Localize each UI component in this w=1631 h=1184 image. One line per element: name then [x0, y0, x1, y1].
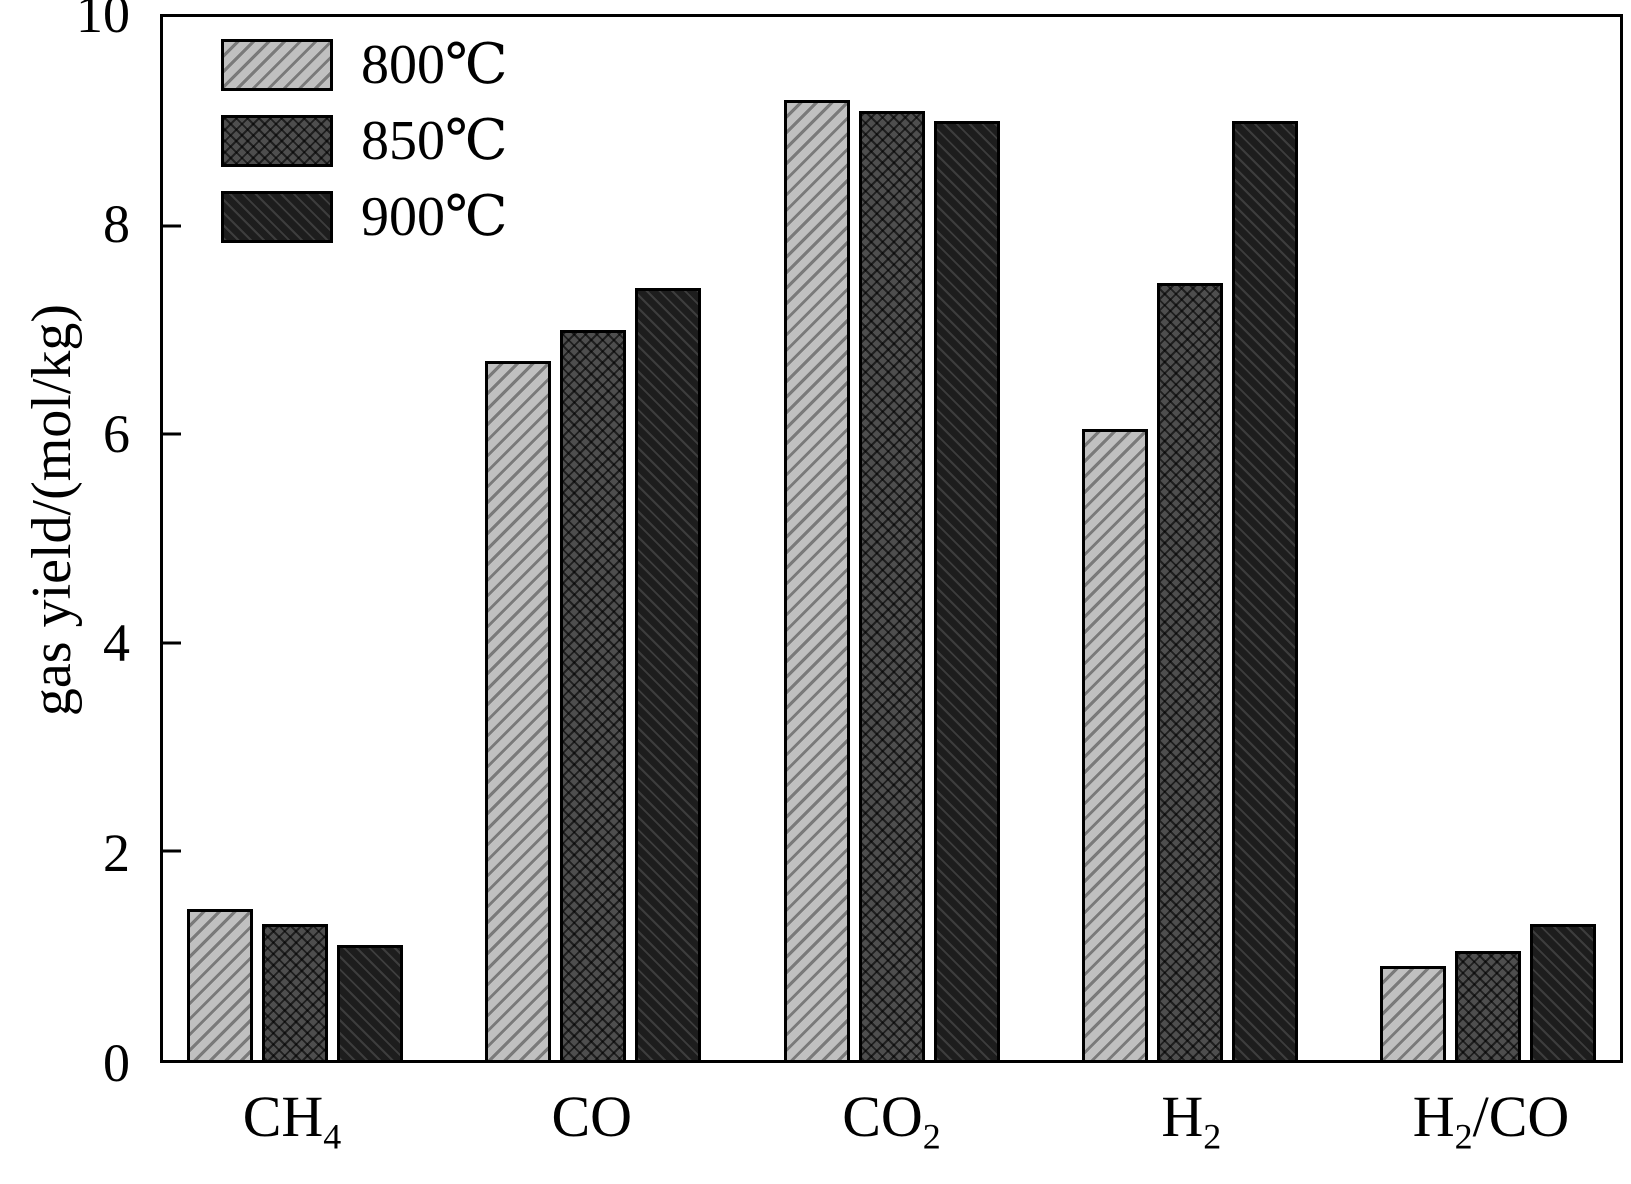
x-label-subscript: 4 [323, 1116, 342, 1157]
legend-swatch-1 [221, 115, 333, 167]
x-label-text: H [1161, 1084, 1204, 1149]
y-tick-label-0: 0 [103, 1033, 130, 1093]
bar-co-series1 [560, 329, 627, 1060]
x-label-text: H [1412, 1084, 1455, 1149]
y-tick-label-8: 8 [103, 193, 130, 254]
legend-label-2: 900℃ [361, 186, 508, 248]
bar-h2-series1 [1156, 282, 1223, 1060]
legend-item-1: 850℃ [221, 113, 508, 169]
legend-swatch-2 [221, 191, 333, 243]
x-label-h2: H2 [1083, 1076, 1299, 1176]
x-label-co2: CO2 [784, 1076, 1000, 1176]
bar-ch4-series2 [337, 945, 403, 1060]
legend: 800℃ 850℃ 900℃ [221, 37, 508, 245]
legend-item-2: 900℃ [221, 189, 508, 245]
x-label-subscript: 2 [1203, 1116, 1222, 1157]
y-tick-label-10: 10 [76, 0, 130, 44]
x-label-subscript: 2 [922, 1116, 941, 1157]
bar-co2-series2 [933, 121, 1000, 1060]
bar-co-series0 [485, 361, 552, 1060]
legend-item-0: 800℃ [221, 37, 508, 93]
bar-group-co2 [783, 17, 1000, 1060]
bar-group-h2co [1380, 17, 1596, 1060]
x-label-text: /CO [1472, 1084, 1570, 1149]
bar-h2-series2 [1231, 121, 1298, 1060]
x-label-text: CO [842, 1084, 923, 1149]
y-tick-label-4: 4 [103, 613, 130, 674]
legend-swatch-0 [221, 39, 333, 91]
x-labels: CH4 CO CO2 H2 H2/CO [160, 1076, 1623, 1176]
bar-h2co-series1 [1455, 950, 1521, 1060]
x-label-text: CO [551, 1084, 633, 1149]
bar-ch4-series0 [187, 908, 253, 1060]
legend-label-0: 800℃ [361, 34, 508, 96]
bar-h2-series0 [1081, 429, 1148, 1060]
bar-h2co-series0 [1380, 966, 1446, 1060]
bar-co-series2 [635, 288, 702, 1060]
x-label-ch4: CH4 [184, 1076, 400, 1176]
x-label-co: CO [484, 1076, 700, 1176]
bar-group-co [485, 17, 702, 1060]
bar-ch4-series1 [262, 924, 328, 1060]
bar-co2-series1 [858, 110, 925, 1060]
plot-area: 800℃ 850℃ 900℃ [160, 14, 1623, 1063]
y-tick-label-6: 6 [103, 403, 130, 464]
bar-group-ch4 [187, 17, 403, 1060]
y-ticks: 0 2 4 6 8 10 [0, 0, 148, 1090]
bar-h2co-series2 [1530, 924, 1596, 1060]
y-tick-label-2: 2 [103, 823, 130, 884]
legend-label-1: 850℃ [361, 110, 508, 172]
bar-group-h2 [1081, 17, 1298, 1060]
bar-co2-series0 [783, 100, 850, 1060]
x-label-h2co: H2/CO [1383, 1076, 1599, 1176]
bar-groups [163, 17, 1620, 1060]
x-label-text: CH [242, 1084, 324, 1149]
x-label-subscript: 2 [1454, 1116, 1473, 1157]
